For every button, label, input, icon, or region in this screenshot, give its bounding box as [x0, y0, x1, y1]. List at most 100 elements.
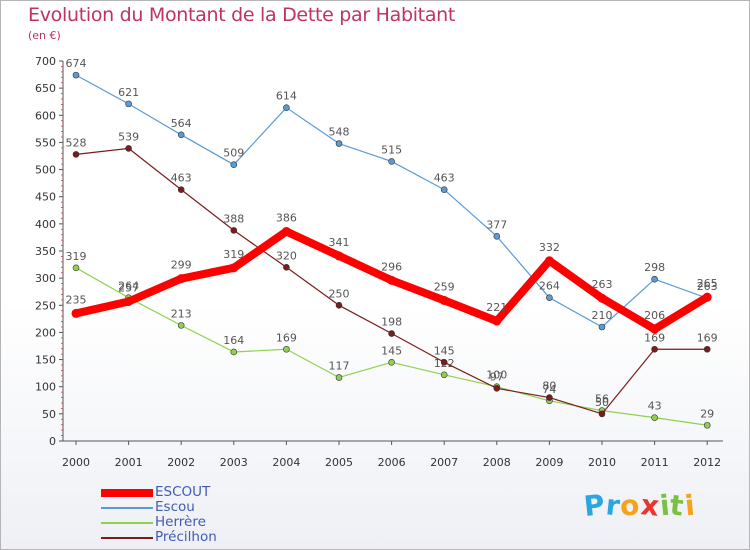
- y-tick-label: 50: [42, 408, 56, 421]
- data-label-escout: 235: [66, 293, 87, 306]
- y-tick-label: 600: [35, 109, 56, 122]
- data-point-escout: [439, 295, 449, 305]
- x-tick-label: 2011: [641, 456, 669, 469]
- x-tick-label: 2012: [693, 456, 721, 469]
- data-label-escou: 264: [539, 280, 560, 293]
- x-tick-label: 2009: [535, 456, 563, 469]
- data-point-escou: [493, 233, 501, 240]
- data-point-escou: [125, 100, 132, 108]
- data-label-escout: 341: [329, 236, 350, 249]
- x-tick-label: 2010: [588, 456, 616, 469]
- data-point-escou: [283, 104, 290, 111]
- data-point-escout: [597, 293, 607, 303]
- data-label-precilhon: 145: [434, 344, 455, 357]
- y-tick-label: 450: [35, 191, 56, 204]
- data-point-escou: [388, 158, 395, 165]
- data-label-precilhon: 169: [644, 331, 665, 344]
- data-label-escou: 564: [171, 117, 192, 130]
- data-label-herrere: 29: [700, 407, 714, 420]
- data-point-herrere: [651, 414, 658, 421]
- data-point-herrere: [335, 374, 343, 381]
- data-point-escou: [230, 161, 238, 168]
- data-point-precilhon: [703, 345, 711, 353]
- legend-item-precilhon: Précilhon: [101, 530, 217, 545]
- legend-label: ESCOUT: [155, 484, 211, 500]
- y-tick-label: 350: [35, 245, 56, 258]
- data-label-escout: 319: [223, 248, 244, 261]
- data-point-herrere: [230, 348, 238, 356]
- data-label-herrere: 169: [276, 331, 297, 344]
- data-label-precilhon: 80: [542, 380, 556, 393]
- data-label-escou: 210: [592, 309, 613, 322]
- data-label-escout: 206: [644, 309, 665, 322]
- chart-title: Evolution du Montant de la Dette par Hab…: [28, 4, 456, 26]
- data-label-escou: 463: [434, 172, 455, 185]
- y-tick-label: 650: [35, 82, 56, 95]
- legend: ESCOUT Escou Herrère Précilhon: [101, 485, 217, 545]
- data-label-escout: 263: [592, 278, 613, 291]
- data-label-escou: 674: [66, 57, 87, 70]
- data-label-precilhon: 528: [66, 136, 87, 149]
- data-label-precilhon: 320: [276, 249, 297, 262]
- x-tick-label: 2007: [430, 456, 458, 469]
- legend-swatch: [101, 506, 153, 509]
- legend-swatch: [101, 521, 153, 524]
- data-label-precilhon: 463: [171, 172, 192, 185]
- data-label-escou: 515: [381, 143, 402, 156]
- data-label-escout: 259: [434, 280, 455, 293]
- data-label-herrere: 43: [648, 400, 662, 413]
- data-point-precilhon: [335, 301, 343, 309]
- data-point-escout: [281, 226, 291, 236]
- data-label-precilhon: 198: [381, 316, 402, 329]
- x-tick-label: 2000: [62, 456, 90, 469]
- data-label-precilhon: 97: [490, 370, 504, 383]
- data-label-escou: 298: [644, 261, 665, 274]
- data-point-escout: [702, 292, 712, 302]
- data-point-escou: [651, 275, 658, 283]
- data-label-herrere: 74: [542, 383, 556, 396]
- data-point-precilhon: [493, 385, 501, 392]
- data-point-escou: [72, 71, 80, 79]
- data-point-escout: [229, 263, 239, 273]
- data-point-escout: [124, 296, 134, 306]
- data-point-precilhon: [651, 345, 658, 353]
- data-label-herrere: 117: [329, 359, 350, 372]
- x-tick-label: 2008: [483, 456, 511, 469]
- data-point-escout: [71, 308, 81, 318]
- data-point-precilhon: [72, 151, 80, 158]
- legend-swatch: [101, 536, 153, 539]
- data-label-herrere: 319: [66, 250, 87, 263]
- x-tick-label: 2006: [378, 456, 406, 469]
- data-point-herrere: [283, 345, 290, 353]
- series-line-escou: [75, 74, 708, 328]
- chart-subtitle: (en €): [28, 29, 61, 42]
- y-tick-label: 250: [35, 299, 56, 312]
- proxiti-logo: Proxiti: [582, 487, 697, 524]
- data-label-escou: 614: [276, 90, 297, 103]
- data-point-escout: [387, 275, 397, 285]
- data-point-escout: [544, 256, 554, 266]
- data-label-escou: 509: [223, 147, 244, 160]
- data-label-herrere: 264: [118, 280, 139, 293]
- data-point-escou: [546, 294, 553, 301]
- x-tick-label: 2004: [272, 456, 300, 469]
- data-label-escout: 265: [697, 277, 718, 290]
- data-label-escou: 548: [329, 126, 350, 139]
- data-label-precilhon: 169: [697, 331, 718, 344]
- data-point-herrere: [703, 421, 711, 429]
- legend-label: Escou: [155, 499, 195, 515]
- data-label-herrere: 145: [381, 344, 402, 357]
- data-label-escout: 332: [539, 241, 560, 254]
- data-point-escout: [334, 251, 344, 261]
- data-label-precilhon: 50: [595, 396, 609, 409]
- data-label-herrere: 100: [486, 369, 507, 382]
- data-point-escout: [176, 274, 186, 284]
- logo-letter: P: [582, 487, 608, 524]
- data-point-escou: [335, 140, 343, 147]
- x-tick-label: 2002: [167, 456, 195, 469]
- data-point-escout: [492, 316, 502, 326]
- y-tick-label: 200: [35, 326, 56, 339]
- data-label-escout: 257: [118, 281, 139, 294]
- data-label-herrere: 213: [171, 307, 192, 320]
- y-tick-label: 700: [35, 55, 56, 68]
